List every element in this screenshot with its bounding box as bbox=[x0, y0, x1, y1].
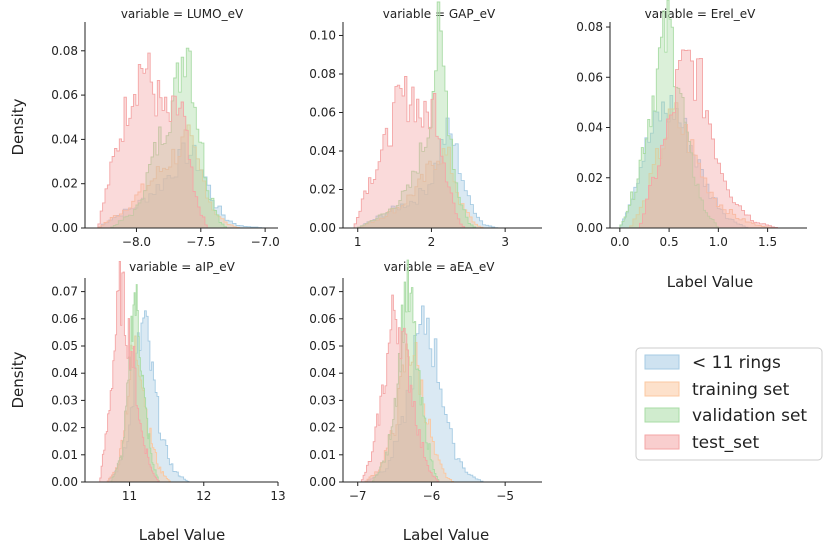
y-tick-label-4-2: 0.02 bbox=[309, 421, 336, 435]
panel-1: 0.00 0.02 0.04 0.06 0.08 0.10 1 2 3 bbox=[309, 1, 542, 249]
hist-4-test-set bbox=[360, 294, 440, 483]
panel-2: 0.00 0.02 0.04 0.06 0.08 0.0 0.5 1.0 1.5 bbox=[576, 0, 807, 249]
y-tick-label-4-4: 0.04 bbox=[309, 366, 336, 380]
legend-frame bbox=[635, 347, 823, 461]
y-tick-label-2-0: 0.00 bbox=[576, 221, 603, 235]
y-tick-label-3-1: 0.01 bbox=[51, 448, 78, 462]
y-axis-label-top: Density bbox=[9, 98, 27, 155]
y-tick-label-3-0: 0.00 bbox=[51, 475, 78, 489]
y-tick-label-1-2: 0.04 bbox=[309, 144, 336, 158]
y-tick-label-2-3: 0.06 bbox=[576, 70, 603, 84]
y-axis-label-bottom: Density bbox=[9, 351, 27, 408]
x-axis-label-erel: Label Value bbox=[667, 273, 753, 291]
y-tick-label-2-2: 0.04 bbox=[576, 121, 603, 135]
hist-3--11-rings bbox=[106, 310, 190, 483]
legend-label-lt11: < 11 rings bbox=[692, 353, 781, 373]
hist-0-training-set bbox=[97, 124, 240, 229]
hist-2-validation-set bbox=[619, 0, 719, 229]
y-tick-label-4-5: 0.05 bbox=[309, 339, 336, 353]
x-tick-label-4-0: −7 bbox=[349, 489, 367, 503]
panel-title-lumo: variable = LUMO_eV bbox=[121, 7, 244, 21]
y-tick-label-0-2: 0.04 bbox=[51, 132, 78, 146]
x-tick-label-3-1: 12 bbox=[196, 489, 211, 503]
y-tick-label-3-3: 0.03 bbox=[51, 393, 78, 407]
hist-3-test-set bbox=[99, 261, 160, 483]
y-tick-label-4-6: 0.06 bbox=[309, 312, 336, 326]
panel-3: 0.00 0.01 0.02 0.03 0.04 0.05 0.06 0.07 11 12 13 bbox=[51, 261, 286, 503]
panel-title-aip: variable = aIP_eV bbox=[129, 260, 236, 274]
x-axis-label-aea: Label Value bbox=[403, 526, 489, 544]
hist-1-validation-set bbox=[357, 1, 477, 229]
x-tick-label-0-1: −7.5 bbox=[186, 235, 215, 249]
hist-1-training-set bbox=[357, 146, 484, 229]
hist-4-training-set bbox=[364, 342, 455, 483]
x-tick-label-2-0: 0.0 bbox=[610, 235, 629, 249]
y-tick-label-3-7: 0.07 bbox=[51, 285, 78, 299]
panel-title-erel: variable = Erel_eV bbox=[645, 7, 756, 21]
y-tick-label-4-1: 0.01 bbox=[309, 448, 336, 462]
hist-4--11-rings bbox=[364, 305, 484, 483]
x-axis-label-aip: Label Value bbox=[139, 526, 225, 544]
y-tick-label-4-3: 0.03 bbox=[309, 393, 336, 407]
x-tick-label-1-2: 3 bbox=[501, 235, 509, 249]
x-tick-label-3-0: 11 bbox=[122, 489, 137, 503]
y-tick-label-4-7: 0.07 bbox=[309, 285, 336, 299]
legend-label-validation: validation set bbox=[692, 406, 807, 426]
x-tick-label-0-0: −8.0 bbox=[122, 235, 151, 249]
legend-swatch-lt11 bbox=[644, 354, 680, 370]
y-tick-label-4-0: 0.00 bbox=[309, 475, 336, 489]
hist-4-validation-set bbox=[372, 259, 440, 483]
y-tick-label-2-4: 0.08 bbox=[576, 20, 603, 34]
y-tick-label-3-2: 0.02 bbox=[51, 421, 78, 435]
hist-3-validation-set bbox=[110, 284, 160, 483]
hist-0-test-set bbox=[97, 52, 208, 229]
y-tick-label-3-5: 0.05 bbox=[51, 339, 78, 353]
y-tick-label-3-4: 0.04 bbox=[51, 366, 78, 380]
y-tick-label-1-5: 0.10 bbox=[309, 28, 336, 42]
legend-swatch-validation bbox=[644, 407, 680, 423]
x-tick-label-2-1: 0.5 bbox=[660, 235, 679, 249]
x-tick-label-1-1: 2 bbox=[428, 235, 436, 249]
y-tick-label-0-3: 0.06 bbox=[51, 88, 78, 102]
x-tick-label-0-2: −7.0 bbox=[251, 235, 280, 249]
y-tick-label-2-1: 0.02 bbox=[576, 171, 603, 185]
panel-0: 0.00 0.02 0.04 0.06 0.08 −8.0 −7.5 −7.0 bbox=[51, 22, 280, 249]
legend-swatch-test bbox=[644, 434, 680, 450]
y-tick-label-0-4: 0.08 bbox=[51, 44, 78, 58]
x-tick-label-1-0: 1 bbox=[354, 235, 362, 249]
y-tick-label-1-3: 0.06 bbox=[309, 105, 336, 119]
y-tick-label-1-4: 0.08 bbox=[309, 67, 336, 81]
y-tick-label-1-1: 0.02 bbox=[309, 182, 336, 196]
hist-2-test-set bbox=[639, 49, 778, 229]
legend-swatch-training bbox=[644, 381, 680, 397]
legend-label-test: test_set bbox=[692, 433, 759, 453]
x-tick-label-2-3: 1.5 bbox=[758, 235, 777, 249]
panel-title-aea: variable = aEA_eV bbox=[384, 260, 496, 274]
x-tick-label-4-2: −5 bbox=[496, 489, 514, 503]
hist-0--11-rings bbox=[97, 142, 266, 229]
panels: 0.000.020.040.060.08−8.0 −7.5 −7.00.000.02… bbox=[51, 0, 807, 503]
y-tick-label-3-6: 0.06 bbox=[51, 312, 78, 326]
legend: < 11 rings training set validation set t… bbox=[635, 347, 823, 461]
x-tick-label-2-2: 1.0 bbox=[709, 235, 728, 249]
y-tick-label-0-1: 0.02 bbox=[51, 177, 78, 191]
y-tick-label-1-0: 0.00 bbox=[309, 221, 336, 235]
hist-1-test-set bbox=[353, 76, 466, 229]
hist-0-validation-set bbox=[110, 47, 227, 229]
panel-4: 0.00 0.01 0.02 0.03 0.04 0.05 0.06 0.07 −7 −6 −5 bbox=[309, 259, 542, 503]
y-tick-label-0-0: 0.00 bbox=[51, 221, 78, 235]
x-tick-label-3-2: 13 bbox=[270, 489, 285, 503]
hist-2-training-set bbox=[629, 102, 778, 229]
x-tick-label-4-1: −6 bbox=[423, 489, 441, 503]
legend-label-training: training set bbox=[692, 380, 790, 400]
